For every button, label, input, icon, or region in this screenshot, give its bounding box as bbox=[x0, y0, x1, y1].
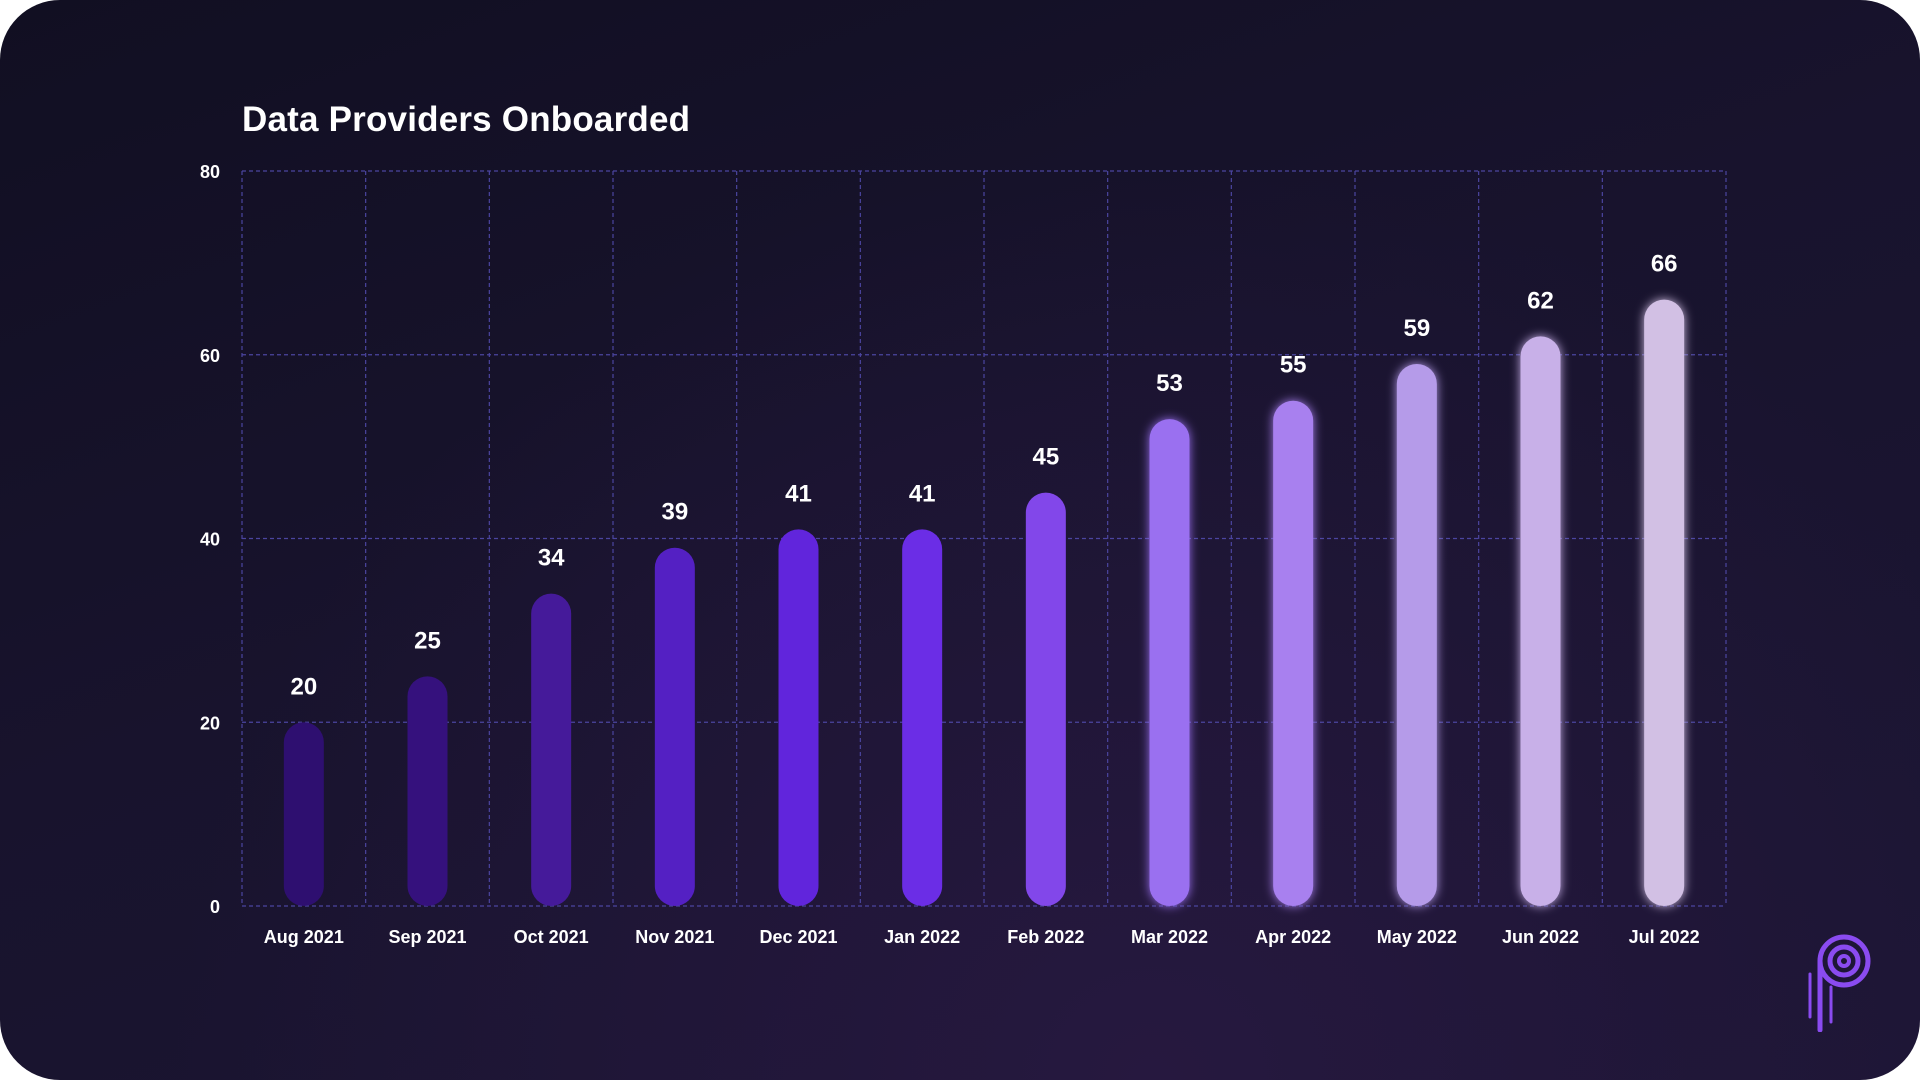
chart-bars bbox=[283, 299, 1685, 906]
bar-oct-2021[interactable] bbox=[531, 593, 572, 906]
bar-dec-2021[interactable] bbox=[778, 529, 819, 906]
data-label: 45 bbox=[1032, 444, 1059, 471]
pyth-logo-icon bbox=[1808, 934, 1871, 1032]
y-tick-label: 80 bbox=[200, 162, 220, 182]
x-tick-label: May 2022 bbox=[1377, 927, 1457, 947]
data-label: 34 bbox=[538, 545, 565, 572]
bar-jun-2022[interactable] bbox=[1520, 336, 1561, 906]
chart-data-labels: 20 25 34 39 41 41 45 53 55 59 62 66 bbox=[290, 251, 1677, 701]
y-tick-label: 0 bbox=[210, 897, 220, 917]
data-label: 41 bbox=[909, 480, 936, 507]
chart-grid bbox=[241, 170, 1727, 907]
bar-mar-2022[interactable] bbox=[1149, 419, 1190, 906]
data-label: 20 bbox=[290, 673, 317, 700]
bar-nov-2021[interactable] bbox=[654, 547, 695, 906]
data-label: 55 bbox=[1280, 352, 1307, 379]
bar-jul-2022[interactable] bbox=[1644, 299, 1685, 906]
data-label: 39 bbox=[661, 499, 688, 526]
bar-sep-2021[interactable] bbox=[407, 676, 448, 906]
x-tick-label: Feb 2022 bbox=[1007, 927, 1084, 947]
data-label: 53 bbox=[1156, 370, 1183, 397]
bar-feb-2022[interactable] bbox=[1025, 492, 1066, 906]
x-tick-label: Jan 2022 bbox=[884, 927, 960, 947]
chart-axes: 0 20 40 60 80 Aug 2021 Sep 2021 Oct 2021 Nov 202… bbox=[200, 162, 1700, 947]
y-tick-label: 40 bbox=[200, 530, 220, 550]
y-tick-label: 20 bbox=[200, 713, 220, 733]
y-tick-label: 60 bbox=[200, 346, 220, 366]
bar-apr-2022[interactable] bbox=[1273, 400, 1314, 906]
x-tick-label: Sep 2021 bbox=[388, 927, 466, 947]
bar-may-2022[interactable] bbox=[1396, 363, 1437, 906]
data-label: 59 bbox=[1403, 315, 1430, 342]
data-label: 62 bbox=[1527, 287, 1554, 314]
x-tick-label: Nov 2021 bbox=[635, 927, 714, 947]
data-label: 41 bbox=[785, 480, 812, 507]
x-tick-label: Apr 2022 bbox=[1255, 927, 1331, 947]
x-tick-label: Jul 2022 bbox=[1629, 927, 1700, 947]
chart-title: Data Providers Onboarded bbox=[242, 100, 691, 139]
bar-jan-2022[interactable] bbox=[902, 529, 943, 906]
x-tick-label: Mar 2022 bbox=[1131, 927, 1208, 947]
data-label: 66 bbox=[1651, 251, 1678, 278]
x-tick-label: Oct 2021 bbox=[514, 927, 589, 947]
bar-aug-2021[interactable] bbox=[283, 722, 324, 906]
x-tick-label: Dec 2021 bbox=[759, 927, 837, 947]
x-tick-label: Aug 2021 bbox=[264, 927, 344, 947]
x-tick-label: Jun 2022 bbox=[1502, 927, 1579, 947]
data-label: 25 bbox=[414, 627, 441, 654]
